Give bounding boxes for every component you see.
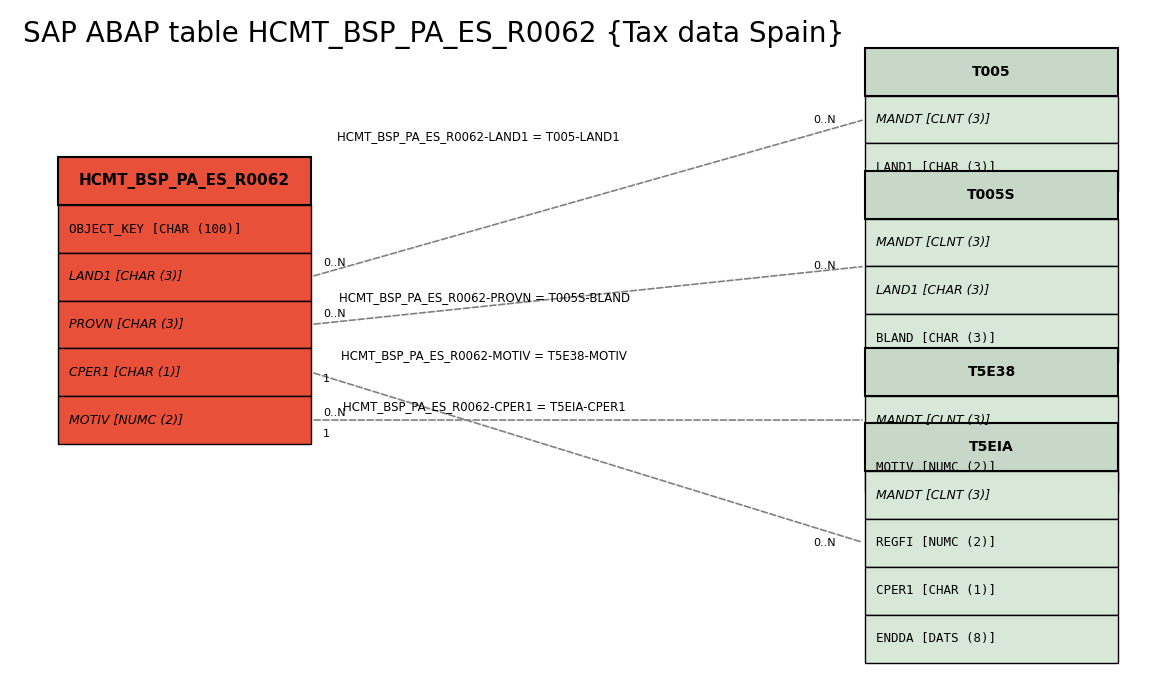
FancyBboxPatch shape [58,396,311,444]
Text: HCMT_BSP_PA_ES_R0062-LAND1 = T005-LAND1: HCMT_BSP_PA_ES_R0062-LAND1 = T005-LAND1 [337,130,620,143]
Text: T5E38: T5E38 [967,365,1016,379]
Text: REGFI [NUMC (2)]: REGFI [NUMC (2)] [876,536,996,550]
Text: LAND1 [CHAR (3)]: LAND1 [CHAR (3)] [876,283,989,297]
Text: SAP ABAP table HCMT_BSP_PA_ES_R0062 {Tax data Spain}: SAP ABAP table HCMT_BSP_PA_ES_R0062 {Tax… [23,20,844,49]
Text: 0..N: 0..N [323,309,346,319]
Text: HCMT_BSP_PA_ES_R0062-PROVN = T005S-BLAND: HCMT_BSP_PA_ES_R0062-PROVN = T005S-BLAND [339,290,630,304]
FancyBboxPatch shape [865,266,1118,314]
FancyBboxPatch shape [865,96,1118,143]
FancyBboxPatch shape [58,348,311,396]
Text: 0..N: 0..N [323,258,346,268]
FancyBboxPatch shape [865,423,1118,471]
Text: MANDT [CLNT (3)]: MANDT [CLNT (3)] [876,236,990,249]
Text: BLAND [CHAR (3)]: BLAND [CHAR (3)] [876,331,996,345]
Text: 0..N: 0..N [323,408,346,418]
Text: LAND1 [CHAR (3)]: LAND1 [CHAR (3)] [69,270,182,283]
Text: 1: 1 [323,374,330,384]
FancyBboxPatch shape [865,171,1118,219]
Text: MANDT [CLNT (3)]: MANDT [CLNT (3)] [876,488,990,502]
Text: MANDT [CLNT (3)]: MANDT [CLNT (3)] [876,113,990,126]
Text: HCMT_BSP_PA_ES_R0062: HCMT_BSP_PA_ES_R0062 [78,173,291,189]
Text: 0..N: 0..N [813,262,836,271]
Text: T005: T005 [972,65,1011,79]
Text: CPER1 [CHAR (1)]: CPER1 [CHAR (1)] [876,584,996,598]
FancyBboxPatch shape [58,205,311,253]
FancyBboxPatch shape [865,396,1118,444]
Text: T005S: T005S [967,188,1016,201]
Text: 0..N: 0..N [813,115,836,124]
Text: HCMT_BSP_PA_ES_R0062-MOTIV = T5E38-MOTIV: HCMT_BSP_PA_ES_R0062-MOTIV = T5E38-MOTIV [341,348,627,362]
FancyBboxPatch shape [865,444,1118,492]
FancyBboxPatch shape [865,471,1118,519]
Text: MOTIV [NUMC (2)]: MOTIV [NUMC (2)] [69,413,183,427]
FancyBboxPatch shape [865,519,1118,567]
FancyBboxPatch shape [865,567,1118,615]
Text: HCMT_BSP_PA_ES_R0062-CPER1 = T5EIA-CPER1: HCMT_BSP_PA_ES_R0062-CPER1 = T5EIA-CPER1 [342,400,626,413]
FancyBboxPatch shape [865,219,1118,266]
FancyBboxPatch shape [865,314,1118,362]
Text: 1: 1 [323,429,330,438]
Text: LAND1 [CHAR (3)]: LAND1 [CHAR (3)] [876,161,996,174]
Text: 0..N: 0..N [813,538,836,548]
Text: MOTIV [NUMC (2)]: MOTIV [NUMC (2)] [876,461,996,475]
Text: PROVN [CHAR (3)]: PROVN [CHAR (3)] [69,318,183,331]
Text: T5EIA: T5EIA [970,441,1013,454]
Text: ENDDA [DATS (8)]: ENDDA [DATS (8)] [876,632,996,645]
FancyBboxPatch shape [865,615,1118,663]
Text: OBJECT_KEY [CHAR (100)]: OBJECT_KEY [CHAR (100)] [69,222,242,236]
FancyBboxPatch shape [58,301,311,348]
FancyBboxPatch shape [58,157,311,205]
Text: MANDT [CLNT (3)]: MANDT [CLNT (3)] [876,413,990,427]
FancyBboxPatch shape [865,348,1118,396]
Text: CPER1 [CHAR (1)]: CPER1 [CHAR (1)] [69,365,181,379]
FancyBboxPatch shape [58,253,311,301]
FancyBboxPatch shape [865,143,1118,191]
FancyBboxPatch shape [865,48,1118,96]
